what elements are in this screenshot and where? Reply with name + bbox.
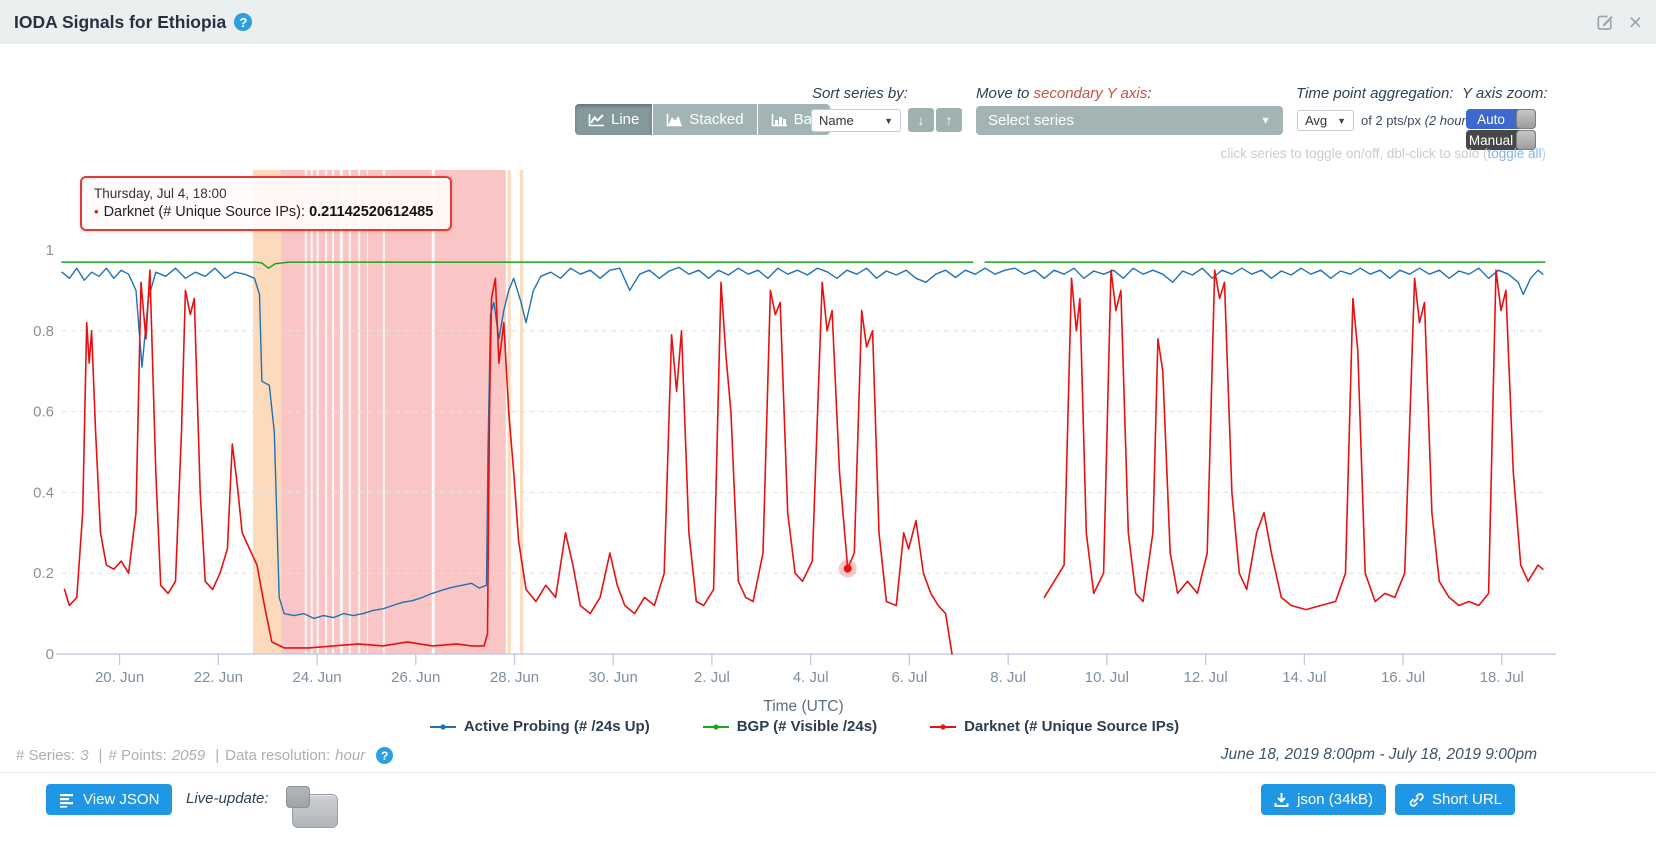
x-axis-title: Time (UTC) [763, 698, 843, 715]
x-tick-label: 14. Jul [1282, 669, 1326, 686]
y-tick-label: 0.4 [33, 484, 54, 501]
tooltip-series-value: • Darknet (# Unique Source IPs): 0.211425… [94, 204, 434, 220]
y-tick-label: 0 [46, 646, 54, 663]
x-tick-label: 24. Jun [292, 669, 341, 686]
series-line-active-probing [61, 266, 1544, 620]
legend-marker-icon [930, 723, 957, 730]
help-icon[interactable]: ? [376, 747, 394, 764]
x-tick-label: 10. Jul [1085, 669, 1129, 686]
aggregation-label: Time point aggregation: [1296, 85, 1454, 102]
x-tick-label: 30. Jun [589, 669, 638, 686]
x-tick-label: 28. Jun [490, 669, 539, 686]
x-tick-label: 12. Jul [1184, 669, 1228, 686]
x-tick-label: 18. Jul [1480, 669, 1524, 686]
series-count: 3 [80, 747, 89, 764]
outage-region-orange [253, 170, 282, 654]
legend-label: Active Probing (# /24s Up) [463, 718, 650, 735]
edit-icon[interactable] [1595, 12, 1615, 32]
stacked-chart-button[interactable]: Stacked [653, 104, 757, 135]
legend-item[interactable]: Darknet (# Unique Source IPs) [929, 718, 1179, 735]
sort-descending-button[interactable]: ↓ [908, 108, 934, 132]
x-tick-label: 22. Jun [194, 669, 243, 686]
legend-marker-icon [702, 723, 729, 730]
highlight-point [843, 564, 852, 573]
live-update-toggle[interactable] [286, 786, 340, 828]
legend-label: BGP (# Visible /24s) [736, 718, 878, 735]
date-range: June 18, 2019 8:00pm - July 18, 2019 9:0… [1220, 746, 1537, 763]
signals-chart[interactable]: 20. Jun 22. Jun 24. Jun 26. Jun 28. Jun 30. J… [0, 160, 1656, 720]
x-tick-label: 4. Jul [793, 669, 829, 686]
y-tick-label: 1 [46, 242, 54, 259]
footer-divider [0, 772, 1656, 773]
sort-series-label: Sort series by: [812, 85, 908, 102]
toggle-knob[interactable] [1516, 109, 1536, 129]
close-icon[interactable]: × [1628, 9, 1642, 35]
line-chart-icon [588, 113, 604, 126]
toggle-all-link[interactable]: toggle all [1487, 146, 1542, 161]
yaxis-zoom-manual-toggle[interactable]: Manual [1466, 130, 1536, 150]
x-tick-label: 2. Jul [694, 669, 730, 686]
outage-region-gap [348, 170, 351, 654]
legend-marker-icon [429, 723, 456, 730]
legend-item[interactable]: BGP (# Visible /24s) [702, 718, 877, 735]
yaxis-zoom-label: Y axis zoom: [1462, 85, 1548, 102]
series-line-darknet [1043, 269, 1544, 611]
chart-legend: Active Probing (# /24s Up) BGP (# Visible… [62, 718, 1546, 735]
list-icon [60, 793, 73, 808]
chart-tooltip: Thursday, Jul 4, 18:00 • Darknet (# Uniqu… [80, 176, 452, 231]
series-line-bgp [61, 261, 974, 269]
y-tick-label: 0.2 [33, 565, 54, 582]
yaxis-zoom-auto-toggle[interactable]: Auto [1466, 109, 1536, 129]
legend-item[interactable]: Active Probing (# /24s Up) [429, 718, 650, 735]
data-resolution: hour [335, 747, 366, 764]
bar-chart-icon [771, 113, 787, 126]
move-secondary-axis-label: Move to secondary Y axis: [976, 85, 1152, 102]
toggle-handle[interactable] [286, 786, 310, 808]
link-icon [1409, 792, 1424, 807]
y-tick-label: 0.8 [33, 323, 54, 340]
y-tick-label: 0.6 [33, 404, 54, 421]
line-chart-button[interactable]: Line [575, 104, 653, 135]
chevron-down-icon: ▼ [1337, 115, 1346, 126]
x-tick-label: 26. Jun [391, 669, 440, 686]
page-title: IODA Signals for Ethiopia [14, 11, 227, 32]
download-json-button[interactable]: json (34kB) [1261, 784, 1386, 815]
sort-ascending-button[interactable]: ↑ [936, 108, 962, 132]
series-toggle-hint: click series to toggle on/off, dbl-click… [1220, 146, 1546, 161]
x-tick-label: 8. Jul [990, 669, 1026, 686]
series-color-dot: • [94, 204, 99, 219]
outage-region-gap [310, 170, 313, 654]
x-tick-label: 6. Jul [891, 669, 927, 686]
outage-region-gap [382, 170, 385, 654]
aggregation-select[interactable]: Avg ▼ [1297, 110, 1354, 131]
x-tick-label: 20. Jun [95, 669, 144, 686]
stacked-chart-icon [667, 113, 683, 126]
points-count: 2059 [171, 747, 206, 764]
outage-region-gap [367, 170, 369, 654]
toggle-knob[interactable] [1516, 130, 1536, 150]
x-tick-label: 16. Jul [1381, 669, 1425, 686]
view-json-button[interactable]: View JSON [46, 784, 173, 815]
chevron-down-icon: ▼ [884, 115, 893, 126]
live-update-label: Live-update: [186, 790, 269, 807]
sort-by-select[interactable]: Name ▼ [811, 109, 901, 132]
chart-type-group: Line Stacked Bar [575, 104, 830, 135]
chart-stats: # Series: 3 | # Points: 2059 | Data resolu… [16, 747, 394, 764]
series-line-darknet [63, 269, 953, 655]
aggregation-detail: of 2 pts/px (2 hours) [1361, 113, 1477, 128]
chevron-down-icon: ▼ [1260, 114, 1271, 127]
tooltip-time: Thursday, Jul 4, 18:00 [94, 186, 227, 201]
download-icon [1274, 792, 1289, 807]
titlebar: IODA Signals for Ethiopia ? × [0, 0, 1656, 44]
legend-label: Darknet (# Unique Source IPs) [964, 718, 1180, 735]
select-series-dropdown[interactable]: Select series ▼ [976, 106, 1283, 135]
short-url-button[interactable]: Short URL [1394, 784, 1515, 815]
help-icon[interactable]: ? [234, 13, 253, 31]
